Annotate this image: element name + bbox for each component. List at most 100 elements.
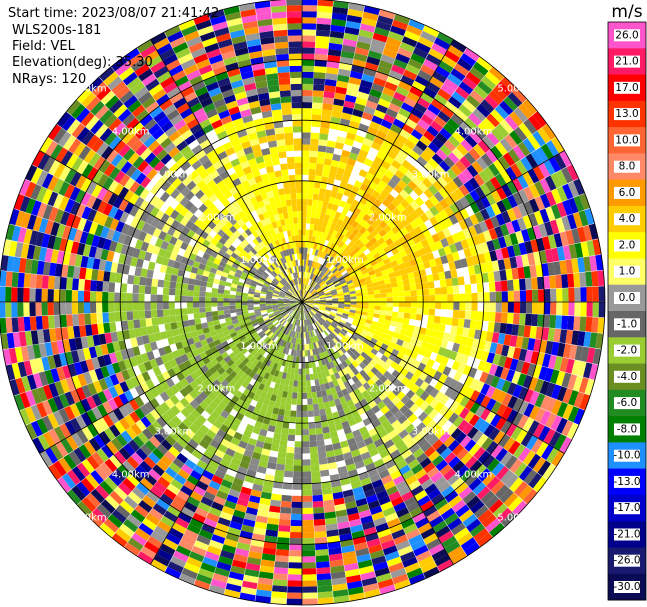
velocity-cell — [309, 434, 317, 442]
velocity-cell — [314, 329, 319, 336]
velocity-cell — [318, 279, 324, 285]
velocity-cell — [32, 344, 42, 359]
velocity-cell — [341, 401, 349, 410]
velocity-cell — [380, 54, 395, 65]
velocity-cell — [80, 111, 95, 127]
velocity-cell — [341, 175, 350, 184]
velocity-cell — [130, 168, 142, 181]
velocity-cell — [24, 258, 33, 274]
velocity-cell — [325, 523, 338, 531]
velocity-cell — [320, 207, 327, 215]
velocity-cell — [477, 139, 491, 153]
velocity-cell — [305, 284, 309, 291]
velocity-cell — [443, 156, 455, 168]
velocity-cell — [447, 44, 464, 58]
velocity-cell — [501, 291, 508, 302]
velocity-cell — [169, 236, 178, 246]
velocity-cell — [460, 537, 477, 551]
velocity-cell — [321, 266, 327, 273]
velocity-cell — [315, 555, 330, 563]
velocity-cell — [259, 265, 266, 272]
velocity-cell — [336, 167, 345, 176]
velocity-cell — [246, 274, 254, 280]
velocity-cell — [358, 344, 366, 352]
velocity-cell — [140, 382, 150, 393]
velocity-cell — [285, 403, 292, 411]
velocity-cell — [29, 316, 37, 331]
velocity-cell — [492, 503, 508, 518]
velocity-cell — [443, 245, 452, 255]
velocity-cell — [459, 435, 472, 448]
velocity-cell — [486, 476, 501, 491]
velocity-cell — [383, 225, 392, 234]
velocity-cell — [352, 280, 360, 286]
velocity-cell — [398, 429, 409, 440]
velocity-cell — [236, 245, 244, 253]
velocity-cell — [50, 341, 59, 355]
velocity-cell — [377, 260, 385, 268]
velocity-cell — [531, 314, 538, 327]
velocity-cell — [537, 127, 551, 144]
velocity-cell — [155, 405, 166, 417]
velocity-cell — [290, 532, 302, 539]
velocity-cell — [354, 380, 363, 389]
velocity-cell — [254, 292, 261, 296]
velocity-cell — [241, 259, 248, 266]
velocity-cell — [344, 358, 352, 366]
velocity-cell — [556, 417, 568, 434]
velocity-cell — [331, 12, 348, 21]
velocity-cell — [463, 180, 475, 193]
velocity-cell — [304, 290, 307, 297]
velocity-cell — [222, 363, 230, 371]
velocity-cell — [262, 327, 269, 333]
velocity-cell — [81, 130, 95, 146]
velocity-cell — [402, 318, 410, 325]
velocity-cell — [494, 226, 504, 238]
velocity-cell — [333, 417, 342, 425]
velocity-cell — [373, 313, 380, 319]
velocity-cell — [315, 212, 321, 219]
velocity-cell — [434, 553, 451, 567]
velocity-cell — [58, 457, 72, 473]
velocity-cell — [208, 341, 216, 349]
velocity-cell — [550, 302, 557, 315]
velocity-cell — [458, 310, 466, 319]
velocity-cell — [98, 333, 107, 345]
velocity-cell — [295, 325, 299, 332]
velocity-cell — [314, 348, 319, 355]
velocity-cell — [327, 462, 338, 470]
velocity-cell — [199, 475, 212, 486]
velocity-cell — [539, 410, 552, 426]
velocity-cell — [309, 229, 314, 237]
velocity-cell — [143, 233, 153, 244]
velocity-cell — [285, 329, 290, 336]
velocity-cell — [118, 253, 127, 265]
velocity-cell — [426, 343, 435, 352]
velocity-cell — [230, 316, 238, 321]
velocity-cell — [313, 296, 320, 299]
velocity-cell — [247, 304, 254, 308]
velocity-cell — [278, 304, 285, 307]
velocity-cell — [235, 298, 242, 302]
velocity-cell — [469, 460, 483, 474]
velocity-cell — [480, 490, 495, 505]
velocity-cell — [553, 153, 567, 170]
velocity-cell — [165, 435, 177, 447]
velocity-cell — [317, 278, 323, 284]
velocity-cell — [475, 405, 486, 418]
velocity-cell — [219, 424, 230, 434]
velocity-cell — [341, 328, 348, 334]
velocity-cell — [372, 241, 381, 249]
velocity-cell — [408, 19, 425, 31]
velocity-cell — [324, 79, 337, 87]
velocity-cell — [480, 408, 491, 421]
velocity-cell — [329, 36, 344, 45]
velocity-cell — [259, 332, 266, 339]
velocity-cell — [290, 303, 297, 305]
velocity-cell — [462, 228, 472, 239]
velocity-cell — [280, 433, 289, 441]
velocity-cell — [359, 332, 367, 339]
velocity-cell — [359, 377, 367, 386]
velocity-cell — [48, 262, 57, 276]
velocity-cell — [176, 223, 185, 233]
